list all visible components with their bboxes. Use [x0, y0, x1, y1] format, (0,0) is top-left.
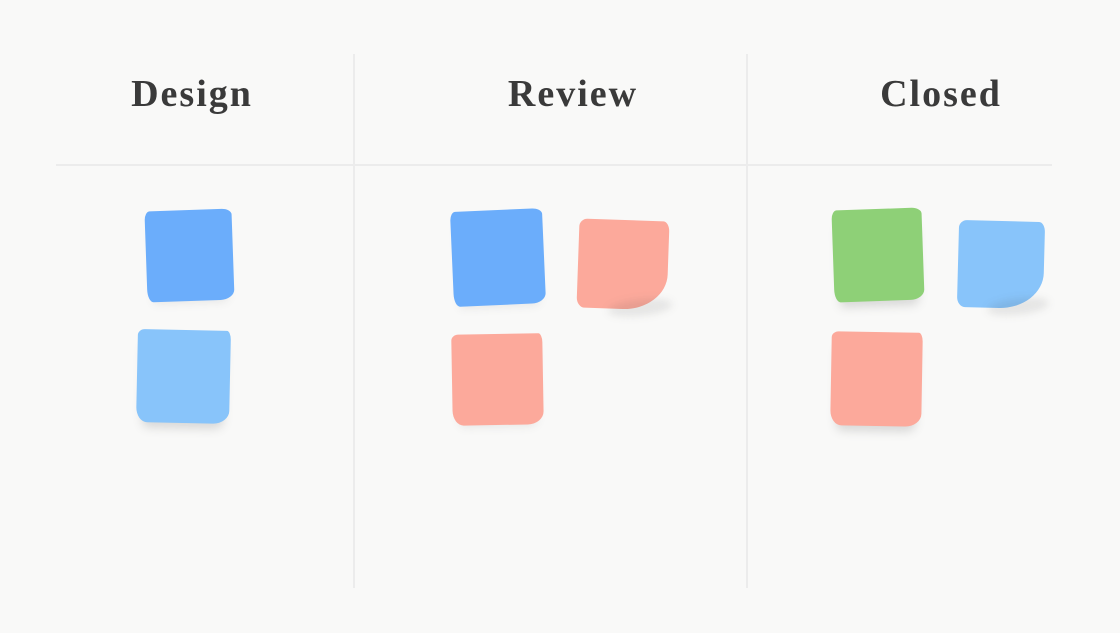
sticky-note-salmon[interactable] [830, 331, 923, 427]
column-divider-2 [746, 54, 748, 588]
header-divider-line [56, 164, 1052, 166]
sticky-note-blue[interactable] [449, 208, 547, 307]
column-title-design: Design [131, 73, 253, 115]
sticky-note-blue[interactable] [144, 208, 235, 303]
column-title-closed: Closed [880, 73, 1002, 115]
sticky-note-salmon[interactable] [451, 333, 544, 426]
column-title-review: Review [507, 73, 639, 115]
column-divider-1 [353, 54, 355, 588]
sticky-note-green[interactable] [831, 207, 925, 303]
sticky-note-light-blue[interactable] [136, 329, 231, 424]
sticky-note-salmon[interactable] [576, 218, 670, 311]
sticky-note-light-blue[interactable] [956, 219, 1046, 310]
